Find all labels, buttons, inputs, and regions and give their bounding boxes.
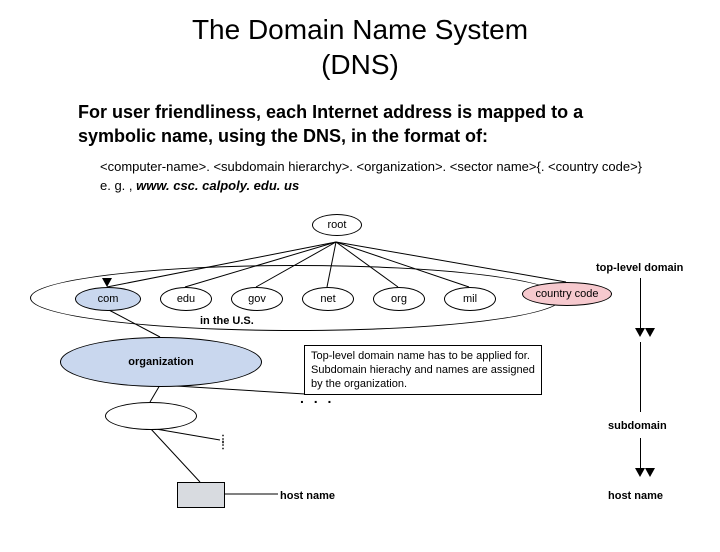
depth-arrow-2b-icon — [645, 468, 655, 477]
tld-node-mil: mil — [444, 287, 496, 311]
tld-note-line-2: Subdomain hierachy and names are assigne… — [311, 364, 535, 376]
tld-node-net: net — [302, 287, 354, 311]
depth-arrow-1-icon — [635, 328, 645, 337]
subdomain-node — [105, 402, 197, 430]
depth-ellipsis-icon: ⋮⋮ — [218, 437, 228, 449]
tld-note-line-1: Top-level domain name has to be applied … — [311, 350, 530, 362]
host-name-side-label: host name — [608, 490, 663, 502]
tld-node-gov: gov — [231, 287, 283, 311]
tld-node-org: org — [373, 287, 425, 311]
dns-example: e. g. , www. csc. calpoly. edu. us — [100, 178, 720, 193]
hierarchy-depth-line — [640, 278, 641, 328]
root-label: root — [328, 219, 347, 231]
tld-label-mil: mil — [463, 293, 477, 305]
tld-note-line-3: by the organization. — [311, 378, 407, 390]
title-line-2: (DNS) — [321, 49, 399, 80]
intro-paragraph: For user friendliness, each Internet add… — [78, 100, 660, 149]
tld-label-net: net — [320, 293, 335, 305]
root-arrowhead-icon — [102, 278, 112, 287]
subdomain-side-label: subdomain — [608, 420, 667, 432]
hierarchy-depth-line-2 — [640, 342, 641, 412]
organization-node: organization — [60, 337, 262, 387]
depth-arrow-2-icon — [635, 468, 645, 477]
tld-label-edu: edu — [177, 293, 195, 305]
root-node: root — [312, 214, 362, 236]
host-name-caption: host name — [280, 490, 335, 502]
hierarchy-depth-line-3 — [640, 438, 641, 468]
organization-label: organization — [128, 356, 193, 368]
page-title: The Domain Name System (DNS) — [0, 12, 720, 82]
example-value: www. csc. calpoly. edu. us — [136, 178, 299, 193]
tld-label-gov: gov — [248, 293, 266, 305]
top-level-domain-label: top-level domain — [596, 262, 683, 274]
in-the-us-label: in the U.S. — [200, 315, 254, 327]
title-line-1: The Domain Name System — [192, 14, 528, 45]
tld-label-org: org — [391, 293, 407, 305]
tld-node-edu: edu — [160, 287, 212, 311]
example-prefix: e. g. , — [100, 178, 136, 193]
dns-format-template: <computer-name>. <subdomain hierarchy>. … — [100, 159, 720, 174]
host-node — [177, 482, 225, 508]
country-code-label: country code — [536, 288, 599, 300]
depth-arrow-1b-icon — [645, 328, 655, 337]
tld-note: Top-level domain name has to be applied … — [304, 345, 542, 395]
dns-hierarchy-diagram: root comedugovnetorgmil country code in … — [0, 242, 720, 552]
tld-node-com: com — [75, 287, 141, 311]
country-code-node: country code — [522, 282, 612, 306]
tld-label-com: com — [98, 293, 119, 305]
